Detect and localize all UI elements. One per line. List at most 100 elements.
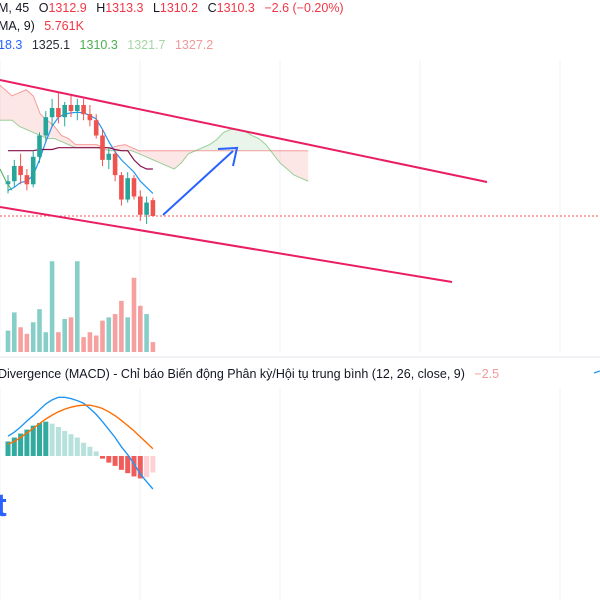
macd-histogram-bar [144,456,150,478]
cloud-segment [0,85,6,121]
volume-bar [93,335,99,352]
macd-title: Divergence (MACD) - Chỉ báo Biến động Ph… [0,367,499,381]
legend-l-label: L [153,1,160,15]
candle-body [49,108,55,118]
macd-histogram-bar [24,429,30,456]
legend-c-label: C [208,1,217,15]
macd-line-macd [7,396,154,490]
cloud-segment [131,147,139,154]
macd-histogram-bar [131,456,137,477]
legend-row-ichimoku: 18.3 1325.1 1310.3 1321.7 1327.2 [0,38,213,52]
candle-body [24,175,30,185]
candle-body [68,104,74,112]
legend-row-volume: MA, 9) 5.761K [0,19,85,33]
volume-bar [119,300,124,352]
candle-body [144,202,149,215]
legend-l-value: 1310.2 [160,1,198,15]
trend-arrow-head [217,146,239,167]
macd-value: −2.5 [474,367,499,381]
cloud-segment [301,150,309,182]
legend-o-label: O [39,1,49,15]
candle-body [62,104,67,118]
candle-body [43,117,49,136]
line-base [8,147,153,170]
volume-bar [49,261,55,352]
volume-bar [30,322,36,352]
legend-change: −2.6 (−0.20%) [264,1,343,15]
candle-body [138,196,143,215]
volume-bar [62,319,67,352]
volume-bar [37,309,42,352]
cloud-segment [33,95,41,136]
macd-histogram-bar [106,456,112,463]
volume-bar [81,337,86,352]
cloud-segment [230,129,238,151]
candle-body [75,104,80,112]
macd-histogram-bar [11,437,17,456]
cloud-segment [174,150,182,170]
legend-c-value: 1310.3 [217,1,255,15]
watermark-glyph: t [0,487,7,523]
macd-histogram-bar [49,423,55,456]
candle-body [100,135,105,160]
volume-bar [112,314,118,352]
candle-body [12,165,17,182]
cloud-segment [139,150,147,157]
cloud-segment [153,150,161,163]
drawings[interactable] [0,79,488,283]
macd-histogram-bar [150,456,156,473]
cloud-segment [216,132,224,151]
candles [5,92,156,224]
candle-body [106,153,112,160]
cloud-segment [258,138,266,151]
candle-body [93,120,99,136]
macd-line-signal [7,404,154,450]
ichimoku-value-5: 1327.2 [175,38,213,52]
cloud-segment [82,144,90,148]
legend-row-ohlc: M, 45 O1312.9 H1313.3 L1310.2 C1310.3 −2… [0,1,344,15]
ichimoku-value-2: 1325.1 [32,38,70,52]
cloud-segment [287,150,295,176]
volume-bar [24,333,30,352]
cloud-segment [251,135,259,151]
ichimoku-cloud [0,84,309,182]
candle-body [81,104,86,115]
candle-body [30,156,36,185]
trend-arrow-shaft [162,150,234,216]
candle-body [5,181,11,185]
macd-histogram-bar [5,441,11,456]
macd-histogram-bar [18,433,24,456]
cloud-segment [223,129,231,151]
ichimoku-value-1: 18.3 [0,38,22,52]
cloud-segment [294,150,302,179]
candle-body [37,135,42,157]
macd-histogram-bar [125,456,131,474]
macd-title-text: Divergence (MACD) - Chỉ báo Biến động Ph… [0,367,465,381]
volume-bar [5,330,11,352]
volume-bar [87,332,93,352]
candle-body [125,178,130,200]
cloud-segment [26,89,34,133]
candle-body [18,165,23,176]
macd-histogram-bar [37,423,42,456]
cloud-segment [5,89,13,121]
volume-bar [12,312,17,352]
volume-bar [43,332,49,352]
cloud-segment [167,150,175,170]
volume-bar [100,320,105,352]
macd-histogram-bar [118,456,124,470]
cloud-segment [54,126,62,142]
volume-bar [150,342,156,352]
volume-bar [75,261,80,352]
macd-histogram-bar [112,456,118,466]
volume-bar [138,305,143,352]
macd-pane [5,370,600,490]
channel-lower-line [0,206,453,283]
candle-body [112,153,118,176]
line-lagging [0,168,13,191]
cloud-span-b [0,119,309,182]
cloud-segment [12,92,20,127]
macd-histogram-bar [87,446,93,456]
volume-bar [18,327,23,352]
